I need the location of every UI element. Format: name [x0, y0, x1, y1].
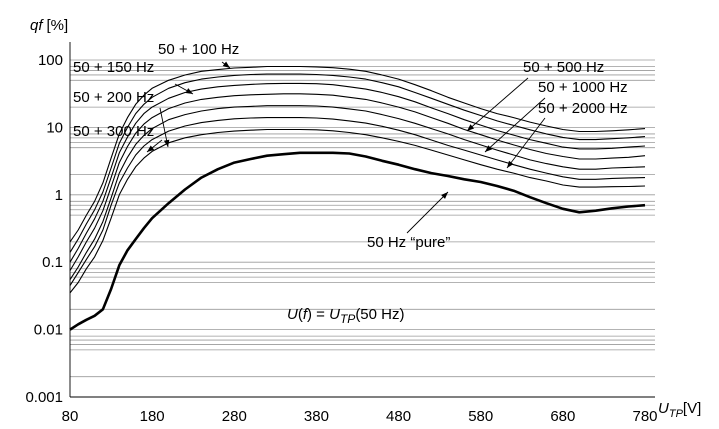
y-tick-label: 0.001 [25, 389, 63, 406]
series-label-arrowhead [485, 145, 493, 152]
axes [69, 42, 655, 398]
y-tick-label: 100 [38, 52, 63, 69]
series-label-arrowhead [147, 145, 155, 152]
series-label: 50 + 200 Hz [73, 89, 154, 106]
series-line [69, 117, 646, 286]
series-label-arrowhead [441, 192, 448, 199]
series-label-arrowhead [507, 160, 514, 168]
series-line [69, 128, 646, 294]
series-line [69, 151, 646, 331]
formula-annotation: U(f) = UTP(50 Hz) [287, 306, 405, 326]
series-label-arrowhead [185, 88, 193, 94]
series-label-arrowhead [163, 139, 170, 147]
series-line [69, 65, 646, 243]
series-label-pointer [406, 191, 449, 234]
series-line [69, 82, 646, 263]
x-tick-labels: 80 180 280 380 480 580 680 780 [62, 408, 658, 425]
x-axis-label: UTP[V] [658, 400, 701, 420]
formula-u2: U [329, 306, 340, 323]
y-axis-label-main: qf [30, 17, 44, 34]
x-tick-label: 680 [550, 408, 575, 425]
series-line [69, 105, 646, 280]
formula-open: ( [298, 306, 303, 323]
formula-u: U [287, 306, 298, 323]
series-label: 50 + 2000 Hz [538, 100, 628, 117]
x-tick-label: 380 [304, 408, 329, 425]
x-tick-label: 80 [62, 408, 79, 425]
series-label-arrowhead [467, 124, 475, 131]
series-label-pointer [466, 77, 529, 132]
series-line [69, 93, 646, 271]
x-tick-label: 580 [468, 408, 493, 425]
series-label: 50 + 1000 Hz [538, 79, 628, 96]
grid-lines [70, 59, 655, 398]
formula-sub: TP [340, 312, 355, 326]
x-tick-label: 780 [632, 408, 657, 425]
x-axis-label-sub: TP [669, 408, 684, 420]
series-label: 50 Hz “pure” [367, 234, 450, 251]
y-tick-label: 10 [46, 119, 63, 136]
y-tick-label: 0.1 [42, 254, 63, 271]
series-label: 50 + 150 Hz [73, 59, 154, 76]
formula-close: ) [307, 306, 312, 323]
x-axis-label-main: U [658, 400, 669, 417]
y-tick-label: 1 [55, 187, 63, 204]
x-tick-label: 480 [386, 408, 411, 425]
y-axis-label: qf [%] [30, 17, 68, 34]
formula-f: f [303, 306, 309, 323]
formula-rest: (50 Hz) [355, 306, 404, 323]
x-axis-label-unit: [V] [683, 400, 701, 417]
series-label-pointer [484, 97, 546, 153]
x-tick-label: 280 [222, 408, 247, 425]
x-tick-label: 180 [140, 408, 165, 425]
series-label-arrowhead [222, 61, 230, 68]
series-label: 50 + 100 Hz [158, 41, 239, 58]
y-axis-label-unit: [%] [47, 17, 69, 34]
series-label-pointer [506, 117, 546, 169]
series-label: 50 + 500 Hz [523, 59, 604, 76]
formula-eq: = [312, 306, 329, 323]
series-label: 50 + 300 Hz [73, 123, 154, 140]
y-tick-labels: 0.001 0.01 0.1 1 10 100 [25, 52, 63, 406]
y-tick-label: 0.01 [34, 322, 63, 339]
